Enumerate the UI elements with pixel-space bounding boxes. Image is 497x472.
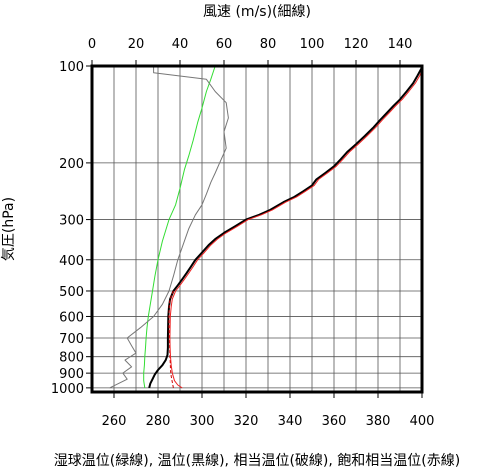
left-tick-label: 600 (59, 310, 84, 325)
bottom-tick-label: 380 (366, 414, 391, 429)
bottom-tick-label: 400 (410, 414, 435, 429)
series-line-温位 (148, 66, 423, 389)
left-tick-label: 900 (59, 367, 84, 382)
top-axis-label: 風速 (m/s)(細線) (203, 4, 311, 20)
left-tick-label: 100 (59, 60, 84, 75)
bottom-tick-label: 360 (322, 414, 347, 429)
top-tick-label: 60 (216, 37, 233, 52)
top-tick-label: 0 (88, 37, 96, 52)
bottom-tick-label: 260 (102, 414, 127, 429)
left-tick-label: 700 (59, 332, 84, 347)
bottom-tick-label: 320 (234, 414, 259, 429)
left-tick-label: 1000 (51, 382, 84, 397)
series-layer (109, 65, 423, 389)
top-tick-label: 20 (128, 37, 145, 52)
tick-layer: 260 280 300 320 340 360 380 400 0 20 40 60 80 100 120 1… (51, 37, 435, 429)
top-tick-label: 80 (260, 37, 277, 52)
bottom-tick-label: 280 (146, 414, 171, 429)
series-line-相当温位 (168, 290, 174, 388)
bottom-tick-label: 300 (190, 414, 215, 429)
plot-frame (90, 64, 424, 394)
left-tick-label: 800 (59, 351, 84, 366)
left-tick-label: 300 (59, 214, 84, 229)
top-tick-label: 120 (344, 37, 369, 52)
left-axis-label: 気圧(hPa) (1, 197, 17, 261)
left-tick-label: 400 (59, 254, 84, 269)
series-line-風速 (109, 66, 229, 389)
top-tick-label: 100 (300, 37, 325, 52)
top-tick-label: 40 (172, 37, 189, 52)
left-tick-label: 500 (59, 285, 84, 300)
bottom-tick-label: 340 (278, 414, 303, 429)
grid-layer (92, 65, 422, 392)
left-tick-label: 200 (59, 157, 84, 172)
bottom-axis-label: 湿球温位(緑線), 温位(黒線), 相当温位(破線), 飽和相当温位(赤線) (54, 452, 460, 469)
series-line-飽和相当温位 (169, 69, 423, 389)
series-line-湿球温位 (143, 65, 216, 388)
top-tick-label: 140 (388, 37, 413, 52)
